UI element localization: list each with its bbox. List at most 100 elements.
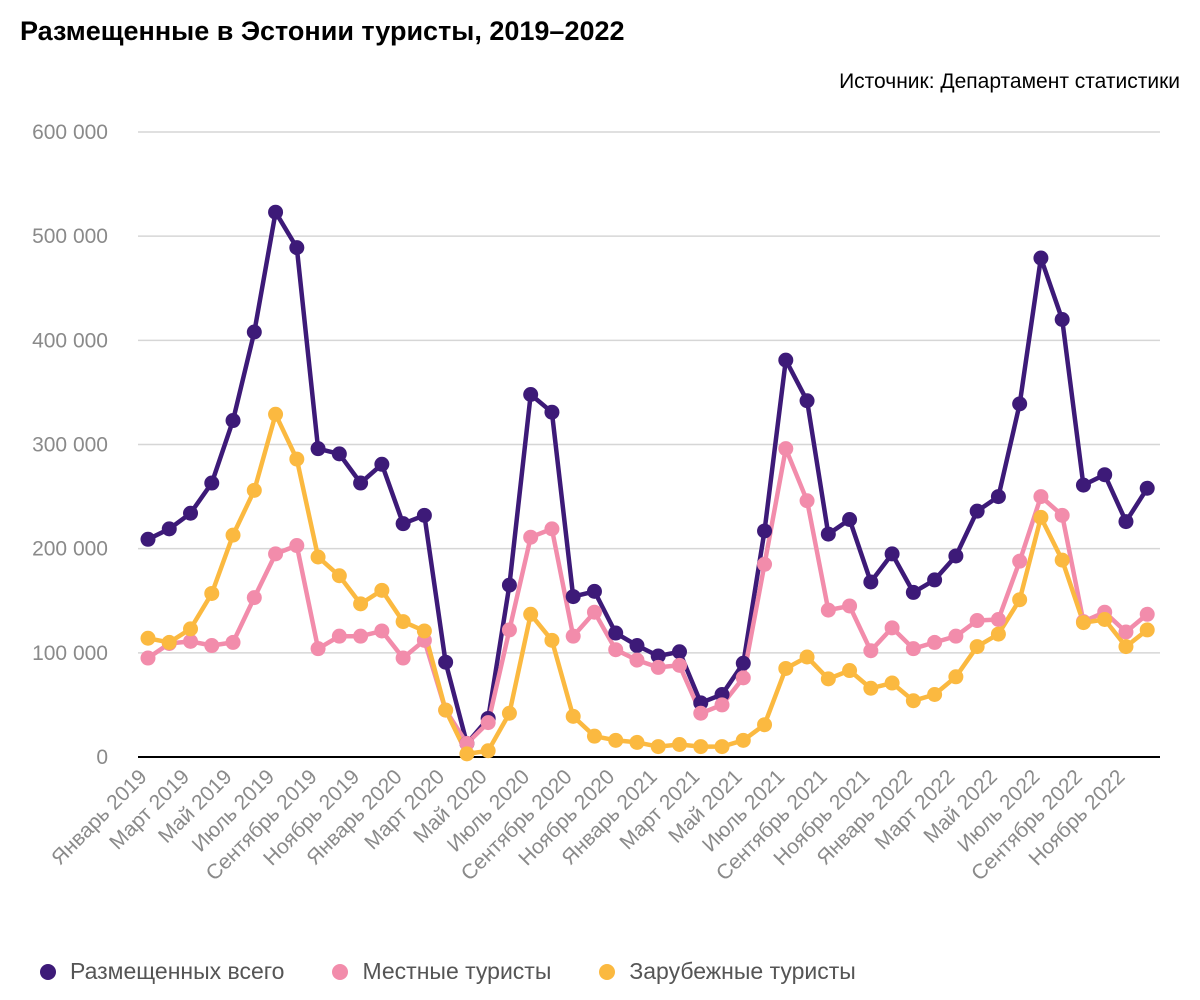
- data-point-0: [353, 475, 369, 491]
- data-point-0: [331, 446, 347, 462]
- data-point-1: [757, 556, 773, 572]
- data-point-1: [501, 622, 517, 638]
- data-point-2: [501, 705, 517, 721]
- data-point-1: [693, 705, 709, 721]
- data-point-0: [842, 512, 858, 527]
- data-point-1: [183, 633, 199, 649]
- data-point-0: [374, 456, 390, 472]
- data-point-2: [778, 660, 794, 676]
- data-point-2: [969, 639, 985, 655]
- data-point-0: [289, 240, 305, 256]
- y-tick-label: 500 000: [32, 225, 108, 248]
- data-point-0: [586, 583, 602, 599]
- data-point-2: [608, 732, 624, 748]
- data-point-0: [1097, 467, 1113, 483]
- data-point-2: [459, 746, 475, 762]
- data-point-1: [225, 634, 241, 650]
- data-point-1: [268, 546, 284, 562]
- data-point-2: [757, 717, 773, 733]
- data-point-2: [544, 632, 560, 648]
- data-point-2: [629, 734, 645, 750]
- data-point-0: [735, 655, 751, 671]
- data-point-2: [735, 732, 751, 748]
- data-point-0: [1139, 480, 1155, 496]
- data-point-2: [650, 739, 666, 755]
- data-point-2: [1075, 615, 1091, 631]
- data-point-2: [523, 606, 539, 622]
- data-point-2: [374, 582, 390, 598]
- y-tick-label: 200 000: [32, 538, 108, 561]
- legend-marker-local: [332, 963, 349, 980]
- data-point-0: [416, 507, 432, 523]
- data-point-1: [1033, 489, 1049, 505]
- data-point-0: [438, 654, 454, 670]
- data-point-1: [820, 602, 836, 618]
- data-point-1: [884, 620, 900, 636]
- data-point-0: [608, 625, 624, 641]
- data-point-0: [161, 521, 177, 537]
- data-point-1: [353, 628, 369, 644]
- data-point-0: [501, 577, 517, 593]
- data-point-1: [374, 623, 390, 639]
- data-point-0: [225, 413, 241, 429]
- data-point-2: [353, 596, 369, 612]
- data-point-2: [842, 663, 858, 679]
- y-tick-label: 100 000: [32, 642, 108, 665]
- legend-item-local: Местные туристы: [332, 958, 551, 985]
- data-point-1: [905, 641, 921, 657]
- data-point-2: [438, 702, 454, 718]
- data-point-0: [1075, 477, 1091, 493]
- chart-source: Источник: Департамент статистики: [839, 70, 1180, 93]
- data-point-0: [1033, 250, 1049, 266]
- data-point-1: [289, 538, 305, 554]
- data-point-0: [268, 204, 284, 220]
- data-point-1: [1139, 606, 1155, 622]
- data-point-1: [544, 521, 560, 537]
- data-point-1: [246, 590, 262, 606]
- data-point-2: [310, 549, 326, 565]
- data-point-2: [416, 623, 432, 639]
- data-point-0: [310, 441, 326, 457]
- data-point-1: [735, 670, 751, 686]
- legend-item-foreign: Зарубежные туристы: [599, 958, 856, 985]
- data-point-0: [183, 505, 199, 521]
- data-point-1: [927, 634, 943, 650]
- data-point-0: [650, 648, 666, 664]
- data-point-2: [1012, 592, 1028, 608]
- data-point-2: [161, 634, 177, 650]
- data-point-2: [246, 482, 262, 498]
- data-point-2: [693, 739, 709, 755]
- legend-label-local: Местные туристы: [362, 958, 552, 984]
- data-point-1: [523, 529, 539, 545]
- data-point-2: [586, 728, 602, 744]
- data-point-2: [331, 568, 347, 584]
- data-point-1: [714, 697, 730, 713]
- data-point-2: [183, 621, 199, 637]
- legend-marker-foreign: [599, 963, 616, 980]
- data-point-1: [629, 652, 645, 668]
- data-point-0: [246, 324, 262, 340]
- y-tick-label: 600 000: [32, 121, 108, 144]
- data-point-1: [1118, 624, 1134, 640]
- data-point-0: [863, 574, 879, 590]
- chart-title: Размещенные в Эстонии туристы, 2019–2022: [20, 16, 625, 46]
- data-point-2: [714, 739, 730, 755]
- y-tick-label: 300 000: [32, 434, 108, 457]
- data-point-0: [204, 475, 220, 491]
- data-point-1: [140, 650, 156, 666]
- y-tick-label: 400 000: [32, 329, 108, 352]
- data-point-2: [799, 649, 815, 665]
- data-point-0: [1054, 312, 1070, 327]
- data-point-1: [799, 493, 815, 509]
- data-point-1: [480, 715, 496, 731]
- data-point-0: [629, 638, 645, 654]
- data-point-1: [1054, 507, 1070, 523]
- data-point-2: [225, 527, 241, 543]
- data-point-0: [1012, 396, 1028, 412]
- data-point-2: [480, 743, 496, 759]
- data-point-0: [969, 503, 985, 519]
- data-point-1: [778, 441, 794, 457]
- data-point-2: [1033, 509, 1049, 525]
- data-point-0: [884, 546, 900, 562]
